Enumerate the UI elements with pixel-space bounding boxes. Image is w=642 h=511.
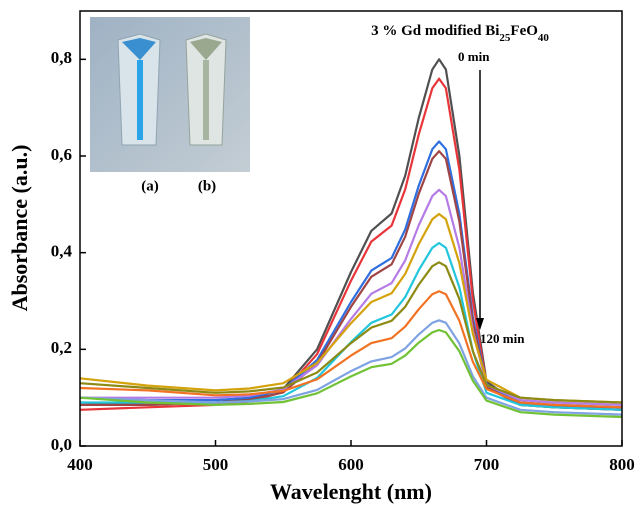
- spectrum-line: [80, 188, 623, 406]
- arrow-head: [476, 318, 484, 330]
- y-axis-title: Absorbance (a.u.): [7, 145, 32, 312]
- spectrum-line: [79, 261, 623, 404]
- annotation: (a): [141, 178, 159, 194]
- title-part: 25: [499, 32, 511, 44]
- y-tick-label: 0,2: [51, 338, 72, 357]
- y-tick-label: 0,6: [51, 145, 72, 164]
- title-part: 3 % Gd modified Bi: [371, 23, 499, 39]
- spectrum-line: [80, 241, 623, 411]
- cuvette-a-top: [122, 38, 156, 60]
- y-tick-label: 0,8: [51, 48, 72, 67]
- x-tick-label: 700: [474, 455, 500, 474]
- spectrum-line: [79, 328, 623, 419]
- x-tick-label: 600: [338, 455, 364, 474]
- annotation: (b): [198, 178, 216, 194]
- plot-lines: [79, 58, 623, 419]
- annotation: 120 min: [480, 331, 525, 346]
- x-tick-label: 500: [203, 455, 229, 474]
- cuvette-b-liquid: [203, 60, 209, 140]
- inset-photo: [90, 17, 250, 172]
- title-part: 40: [538, 32, 550, 44]
- x-axis-title: Wavelenght (nm): [270, 479, 432, 504]
- cuvette-a-liquid: [137, 60, 143, 140]
- cuvette-b-top: [190, 38, 222, 60]
- annotation: 0 min: [458, 49, 490, 64]
- chart-title: 3 % Gd modified Bi25FeO40: [371, 23, 549, 43]
- x-tick-label: 400: [67, 455, 93, 474]
- title-part: FeO: [510, 23, 538, 39]
- y-tick-label: 0,0: [51, 435, 72, 454]
- spectrum-line: [79, 290, 623, 409]
- x-tick-label: 800: [609, 455, 635, 474]
- spectrum-line: [79, 319, 623, 416]
- y-tick-label: 0,4: [51, 242, 73, 261]
- spectrum-line: [79, 212, 623, 404]
